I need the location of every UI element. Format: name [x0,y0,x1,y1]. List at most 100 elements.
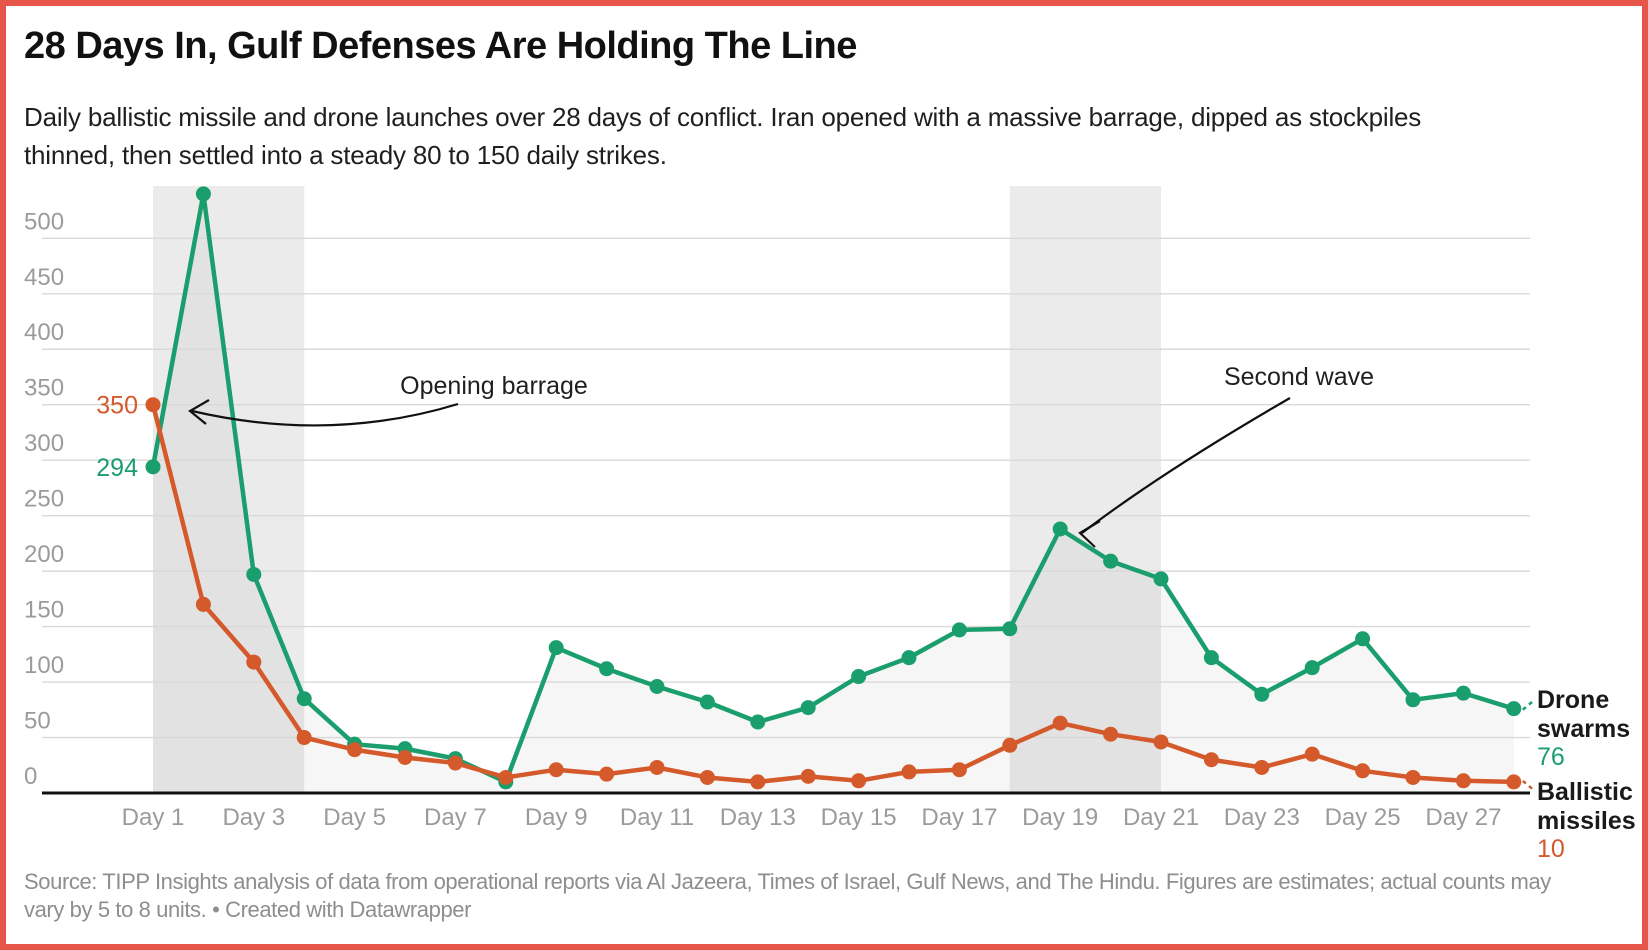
drone-swarms-point[interactable] [1052,521,1068,537]
drone-swarms-point[interactable] [1355,631,1371,647]
y-axis-label: 500 [24,208,64,235]
drone-swarms-point[interactable] [851,669,867,685]
ballistic-missiles-point[interactable] [1203,752,1219,768]
series-end-value: 76 [1537,743,1565,771]
drone-area [153,194,1514,793]
ballistic-missiles-point[interactable] [145,397,161,413]
series-end-label: Ballistic [1537,778,1633,806]
ballistic-missiles-point[interactable] [851,773,867,789]
ballistic-missiles-leader [1521,779,1536,792]
series-end-label: Drone [1537,686,1609,714]
ballistic-missiles-point[interactable] [1506,774,1522,790]
source-line-1: Source: TIPP Insights analysis of data f… [24,869,1551,894]
x-axis-label: Day 1 [122,804,185,831]
drone-swarms-point[interactable] [195,186,211,202]
ballistic-missiles-point[interactable] [750,774,766,790]
ballistic-missiles-point[interactable] [1153,734,1169,750]
drone-swarms-point[interactable] [145,459,161,475]
ballistic-missiles-point[interactable] [347,742,363,758]
x-axis-label: Day 15 [821,804,897,831]
drone-swarms-point[interactable] [296,691,312,707]
y-axis-label: 250 [24,486,64,513]
ballistic-missiles-point[interactable] [397,749,413,765]
drone-swarms-point[interactable] [1304,660,1320,676]
x-axis-label: Day 5 [323,804,386,831]
y-axis-label: 200 [24,541,64,568]
drone-swarms-point[interactable] [699,694,715,710]
ballistic-missiles-point[interactable] [1103,726,1119,742]
drone-swarms-point[interactable] [1153,571,1169,587]
chart-header: 28 Days In, Gulf Defenses Are Holding Th… [24,24,1584,174]
drone-swarms-point[interactable] [750,714,766,730]
x-axis-label: Day 23 [1224,804,1300,831]
drone-swarms-point[interactable] [800,700,816,716]
x-axis-label: Day 21 [1123,804,1199,831]
annotation-label: Opening barrage [400,372,588,400]
ballistic-missiles-line [150,402,1517,785]
drone-swarms-point[interactable] [1506,701,1522,717]
point-value-label: 350 [96,392,138,420]
drone-swarms-point[interactable] [599,661,615,677]
ballistic-missiles-point[interactable] [246,654,262,670]
ballistic-missiles-point[interactable] [1405,769,1421,785]
description-line-2: thinned, then settled into a steady 80 t… [24,140,667,170]
x-axis-label: Day 13 [720,804,796,831]
drone-swarms-point[interactable] [1455,685,1471,701]
ballistic-missiles-point[interactable] [548,762,564,778]
y-axis-label: 50 [24,708,51,735]
highlight-band [153,186,305,793]
y-axis-label: 400 [24,319,64,346]
x-axis-label: Day 3 [222,804,285,831]
source-line-2: vary by 5 to 8 units. • Created with Dat… [24,897,472,922]
x-axis-label: Day 7 [424,804,487,831]
ballistic-missiles-point[interactable] [195,596,211,612]
ballistic-missiles-point[interactable] [800,768,816,784]
ballistic-missiles-point[interactable] [1002,737,1018,753]
drone-swarms-point[interactable] [901,650,917,666]
ballistic-missiles-point[interactable] [296,730,312,746]
ballistic-missiles-point[interactable] [901,764,917,780]
x-axis-label: Day 9 [525,804,588,831]
ballistic-missiles-point[interactable] [1304,746,1320,762]
y-axis-label: 0 [24,763,37,790]
drone-swarms-point[interactable] [1203,650,1219,666]
annotation-arrow [191,402,459,427]
drone-swarms-point[interactable] [951,622,967,638]
drone-swarms-line [150,191,1517,785]
ballistic-missiles-point[interactable] [1052,715,1068,731]
x-axis-label: Day 11 [620,804,694,831]
x-axis-label: Day 17 [921,804,997,831]
chart-title: 28 Days In, Gulf Defenses Are Holding Th… [24,25,857,67]
ballistic-missiles-point[interactable] [951,762,967,778]
drone-swarms-point[interactable] [1103,553,1119,569]
ballistic-missiles-point[interactable] [1355,763,1371,779]
y-axis-label: 300 [24,430,64,457]
ballistic-missiles-point[interactable] [699,769,715,785]
annotation-label: Second wave [1224,363,1374,391]
ballistic-missiles-point[interactable] [599,766,615,782]
ballistic-missiles-point[interactable] [447,755,463,771]
drone-swarms-point[interactable] [1405,692,1421,708]
series-end-label: missiles [1537,807,1636,835]
x-axis-label: Day 19 [1022,804,1098,831]
ballistic-missiles-point[interactable] [1254,759,1270,775]
drone-swarms-point[interactable] [1254,686,1270,702]
annotation-arrowhead [1078,520,1101,548]
drone-swarms-point[interactable] [246,566,262,582]
chart-description: Daily ballistic missile and drone launch… [24,98,1584,174]
highlight-band [1009,186,1161,793]
annotation-arrowhead [188,399,210,425]
x-axis-label: Day 25 [1325,804,1401,831]
x-axis-label: Day 27 [1425,804,1501,831]
series-end-label: swarms [1537,715,1630,743]
ballistic-missiles-point[interactable] [498,769,514,785]
y-axis-label: 350 [24,375,64,402]
drone-swarms-point[interactable] [649,678,665,694]
ballistic-missiles-point[interactable] [649,759,665,775]
ballistic-missiles-point[interactable] [1455,773,1471,789]
y-axis-label: 450 [24,264,64,291]
point-value-label: 294 [96,454,138,482]
drone-swarms-point[interactable] [1002,621,1018,637]
drone-swarms-point[interactable] [548,640,564,656]
